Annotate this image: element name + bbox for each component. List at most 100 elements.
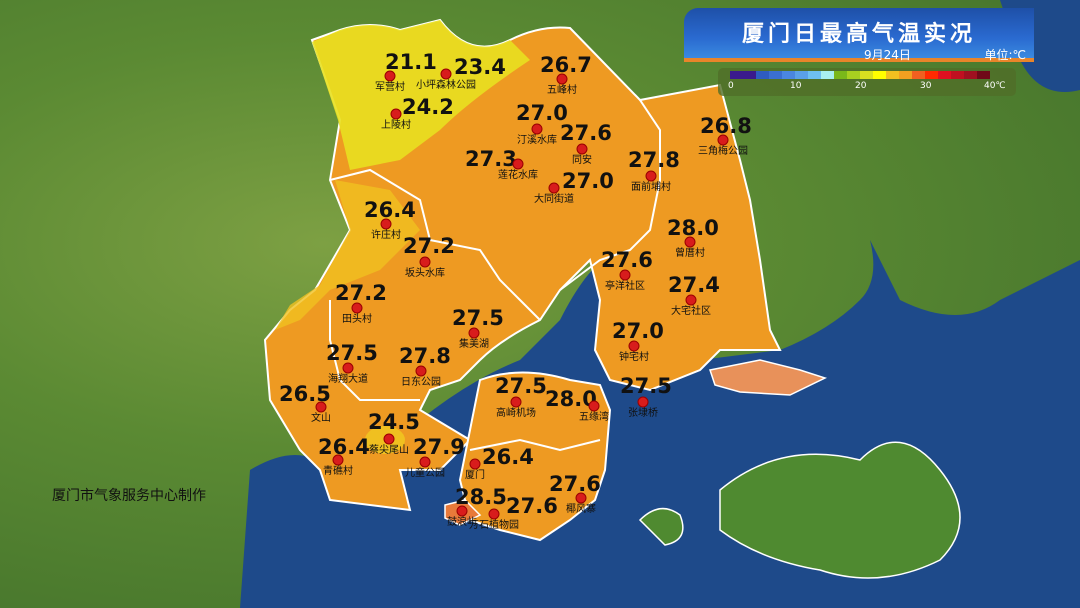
station-marker-icon	[510, 396, 522, 408]
station-marker-icon	[588, 400, 600, 412]
station-marker-icon	[637, 396, 649, 408]
legend-swatch	[756, 71, 769, 79]
xiamen-island	[458, 371, 612, 542]
station-marker-icon	[440, 68, 452, 80]
station-value: 27.2	[335, 281, 387, 305]
legend-swatch	[938, 71, 951, 79]
legend-swatch	[782, 71, 795, 79]
station-marker-icon	[315, 401, 327, 413]
legend-tick: 0	[728, 81, 734, 91]
station-value: 26.5	[279, 382, 331, 406]
legend-swatch	[925, 71, 938, 79]
station-value: 27.5	[452, 306, 504, 330]
title-banner: 厦门日最高气温实况 9月24日 单位:℃	[684, 8, 1034, 62]
station-value: 27.5	[495, 374, 547, 398]
station-value: 26.4	[318, 435, 370, 459]
station-name: 面前埔村	[631, 182, 671, 193]
station-marker-icon	[548, 182, 560, 194]
station-marker-icon	[390, 108, 402, 120]
credit-text: 厦门市气象服务中心制作	[52, 488, 206, 504]
station-marker-icon	[468, 327, 480, 339]
station-value: 24.2	[402, 95, 454, 119]
station-name: 五峰村	[547, 85, 577, 96]
station-name: 集美湖	[459, 339, 489, 350]
station-name: 张埭桥	[628, 408, 658, 419]
station-marker-icon	[512, 158, 524, 170]
legend-swatch	[847, 71, 860, 79]
station-marker-icon	[342, 362, 354, 374]
station-name: 高崎机场	[496, 408, 536, 419]
legend-tick: 30	[920, 81, 932, 91]
legend-swatch	[977, 71, 990, 79]
station-value: 27.3	[465, 147, 517, 171]
station-value: 28.5	[455, 485, 507, 509]
station-value: 27.6	[560, 121, 612, 145]
station-value: 27.9	[413, 435, 465, 459]
legend-swatch	[873, 71, 886, 79]
station-name: 蔡尖尾山	[369, 445, 409, 456]
station-marker-icon	[488, 508, 500, 520]
station-marker-icon	[556, 73, 568, 85]
legend-swatch	[951, 71, 964, 79]
station-marker-icon	[419, 456, 431, 468]
legend-swatch	[860, 71, 873, 79]
station-marker-icon	[351, 302, 363, 314]
station-name: 三角梅公园	[698, 146, 748, 157]
station-marker-icon	[383, 433, 395, 445]
station-marker-icon	[415, 365, 427, 377]
legend-color-bar	[730, 71, 990, 79]
date-label: 9月24日	[864, 48, 911, 62]
station-name: 椰风寨	[566, 504, 596, 515]
station-value: 27.6	[549, 472, 601, 496]
station-name: 鼓浪屿	[447, 517, 477, 528]
station-marker-icon	[717, 134, 729, 146]
station-marker-icon	[469, 458, 481, 470]
station-value: 27.0	[612, 319, 664, 343]
legend-tick: 40℃	[984, 81, 1006, 91]
station-name: 坂头水库	[405, 268, 445, 279]
island-south	[719, 441, 961, 579]
cool-zone-north	[312, 20, 530, 170]
station-marker-icon	[645, 170, 657, 182]
station-name: 文山	[311, 413, 331, 424]
station-name: 厦门	[465, 470, 485, 481]
station-value: 24.5	[368, 410, 420, 434]
station-marker-icon	[380, 218, 392, 230]
station-name: 海翔大道	[328, 374, 368, 385]
legend-tick: 20	[855, 81, 867, 91]
legend-swatch	[808, 71, 821, 79]
legend-swatch	[743, 71, 756, 79]
station-name: 儿童公园	[405, 468, 445, 479]
station-marker-icon	[684, 236, 696, 248]
legend-swatch	[912, 71, 925, 79]
station-name: 五缘湾	[579, 412, 609, 423]
station-value: 23.4	[454, 55, 506, 79]
station-marker-icon	[576, 143, 588, 155]
station-name: 大宅社区	[671, 306, 711, 317]
station-value: 28.0	[667, 216, 719, 240]
station-name: 莲花水库	[498, 170, 538, 181]
station-value: 26.4	[482, 445, 534, 469]
unit-label: 单位:℃	[984, 48, 1026, 62]
station-name: 同安	[572, 155, 592, 166]
station-name: 青礁村	[323, 466, 353, 477]
station-value: 26.4	[364, 198, 416, 222]
station-value: 27.8	[399, 344, 451, 368]
station-name: 日东公园	[401, 377, 441, 388]
map-title: 厦门日最高气温实况	[741, 22, 976, 47]
legend-swatch	[795, 71, 808, 79]
station-marker-icon	[628, 340, 640, 352]
station-value: 27.8	[628, 148, 680, 172]
station-value: 27.5	[620, 374, 672, 398]
station-name: 亭洋社区	[605, 281, 645, 292]
station-value: 27.6	[601, 248, 653, 272]
station-marker-icon	[619, 269, 631, 281]
station-name: 许庄村	[371, 230, 401, 241]
station-value: 27.5	[326, 341, 378, 365]
station-marker-icon	[575, 492, 587, 504]
station-marker-icon	[419, 256, 431, 268]
station-value: 28.0	[545, 387, 597, 411]
station-name: 万石植物园	[469, 520, 519, 531]
